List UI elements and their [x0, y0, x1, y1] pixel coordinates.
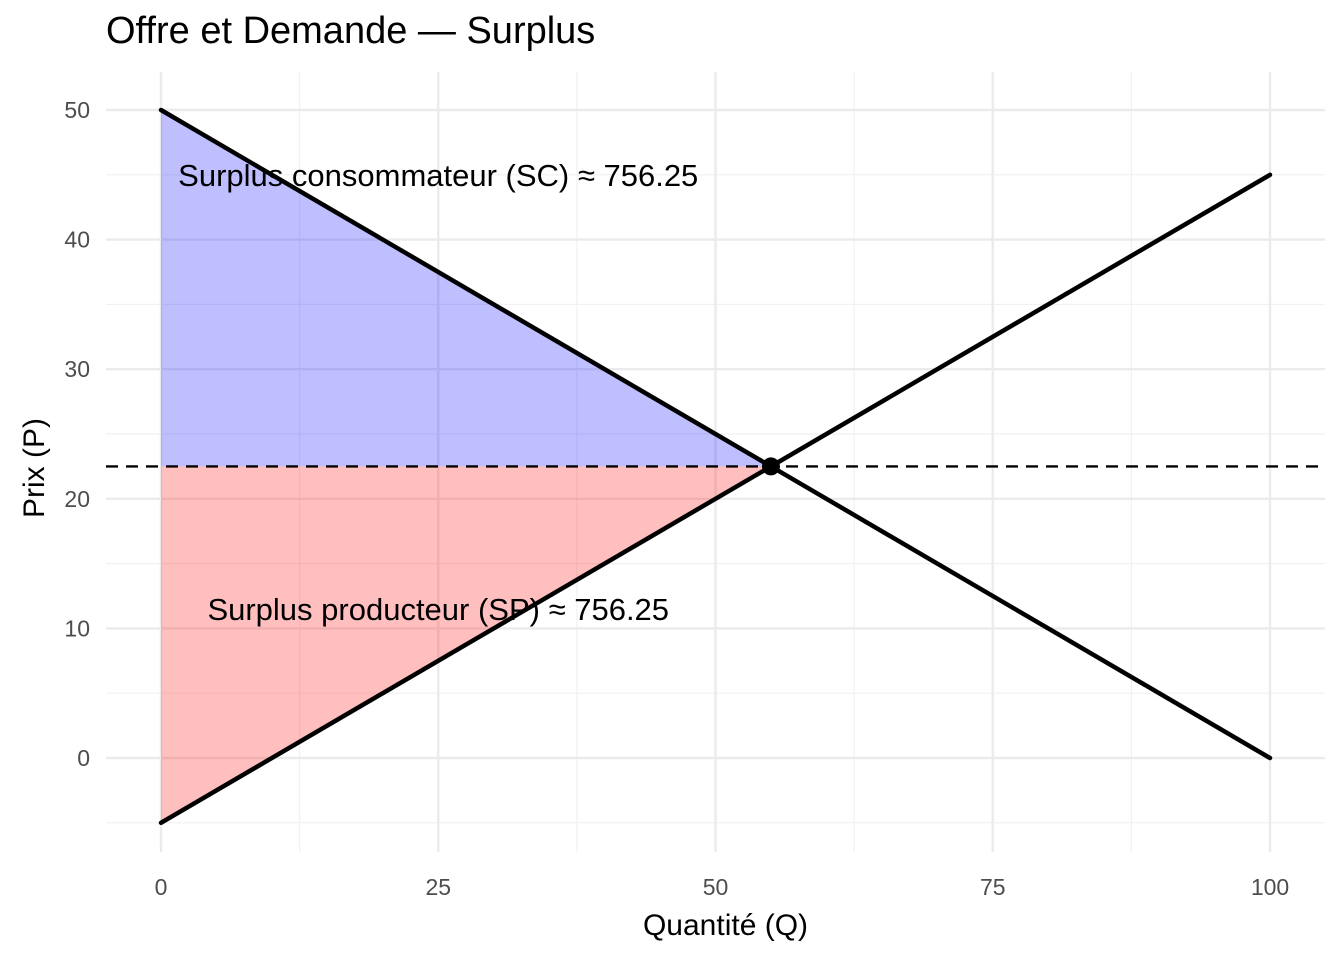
- annotations: Surplus consommateur (SC) ≈ 756.25 Surplu…: [178, 158, 698, 627]
- x-tick-label: 0: [155, 874, 168, 900]
- equilibrium-point: [761, 457, 780, 476]
- producer-surplus-label: Surplus producteur (SP) ≈ 756.25: [207, 592, 669, 627]
- y-tick-label: 40: [64, 227, 90, 253]
- y-tick-label: 20: [64, 486, 90, 512]
- demand-line: [158, 107, 1273, 761]
- y-axis-title: Prix (P): [18, 418, 51, 518]
- y-tick-label: 10: [64, 615, 90, 641]
- y-tick-label: 50: [64, 97, 90, 123]
- x-tick-label: 50: [703, 874, 729, 900]
- consumer-surplus-label: Surplus consommateur (SC) ≈ 756.25: [178, 158, 698, 193]
- supply-line: [158, 172, 1273, 826]
- y-tick-label: 0: [77, 745, 90, 771]
- x-tick-label: 75: [980, 874, 1006, 900]
- y-tick-labels: 0 10 20 30 40 50: [64, 97, 90, 771]
- x-tick-labels: 0 25 50 75 100: [155, 874, 1290, 900]
- y-tick-label: 30: [64, 356, 90, 382]
- chart-title: Offre et Demande — Surplus: [106, 10, 596, 52]
- x-tick-label: 100: [1251, 874, 1289, 900]
- x-axis-title: Quantité (Q): [643, 909, 808, 942]
- equilibrium-point-layer: [761, 457, 780, 476]
- x-tick-label: 25: [425, 874, 451, 900]
- major-gridlines: [106, 72, 1325, 852]
- series-lines: [158, 107, 1273, 826]
